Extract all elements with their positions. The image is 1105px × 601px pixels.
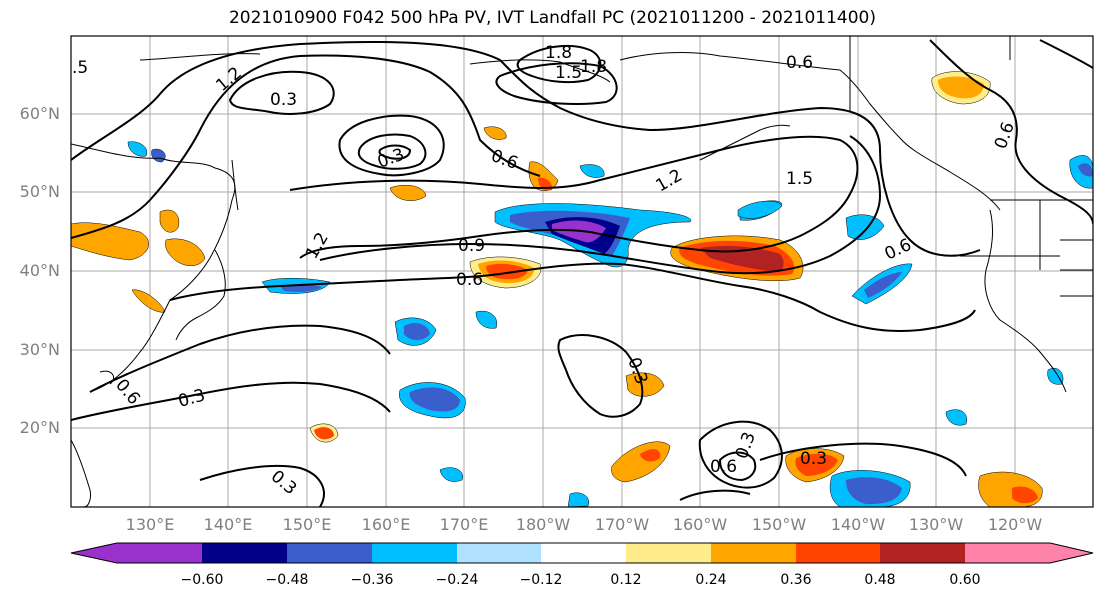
lon-label: 170°E: [439, 515, 489, 534]
lon-label: 120°W: [987, 515, 1043, 534]
map-title: 2021010900 F042 500 hPa PV, IVT Landfall…: [228, 8, 876, 28]
contour-label: 1.5: [555, 63, 582, 83]
colorbar-tick-label: −0.12: [519, 572, 563, 588]
colorbar-tick-label: 0.24: [695, 572, 727, 588]
lon-label: 130°W: [908, 515, 964, 534]
contour-label: 0.6: [710, 457, 737, 477]
colorbar-tick-label: 0.12: [610, 572, 642, 588]
contour-label: 1.8: [580, 57, 607, 77]
lon-label: 180°W: [515, 515, 571, 534]
contour-label: 0.9: [458, 236, 485, 256]
lat-label: 50°N: [19, 182, 60, 201]
colorbar-tick-label: 0.48: [864, 572, 896, 588]
lon-label: 160°W: [672, 515, 728, 534]
colorbar-tick-label: −0.48: [265, 572, 309, 588]
lon-label: 140°E: [203, 515, 253, 534]
coastlines: [71, 36, 1093, 507]
contour-label: 0.3: [800, 449, 827, 469]
colorbar-tick-label: 0.36: [780, 572, 812, 588]
lat-label: 40°N: [19, 261, 60, 280]
colorbar: [70, 542, 1094, 564]
pv-contours: [71, 39, 1093, 507]
colorbar-tick-label: −0.60: [180, 572, 224, 588]
contour-label: 1.8: [545, 43, 572, 63]
colorbar-extend-low: [71, 543, 117, 563]
lat-label: 20°N: [19, 418, 60, 437]
lon-label: 150°E: [282, 515, 332, 534]
contour-label: 0.3: [270, 90, 297, 110]
contour-label: 1.5: [786, 169, 813, 189]
lat-label: 60°N: [19, 104, 60, 123]
lon-label: 140°W: [830, 515, 886, 534]
lat-label: 30°N: [19, 340, 60, 359]
colorbar-tick-label: −0.36: [350, 572, 394, 588]
lon-label: 160°E: [361, 515, 411, 534]
contour-label: 0.6: [786, 53, 813, 73]
contour-label: .5: [72, 58, 88, 78]
lon-label: 130°E: [125, 515, 175, 534]
colorbar-extend-high: [1050, 543, 1093, 563]
lon-label: 150°W: [751, 515, 807, 534]
lon-label: 170°W: [594, 515, 650, 534]
gridlines: [71, 36, 1093, 507]
contour-label: 0.6: [456, 270, 483, 290]
colorbar-tick-label: 0.60: [949, 572, 981, 588]
colorbar-tick-label: −0.24: [435, 572, 479, 588]
